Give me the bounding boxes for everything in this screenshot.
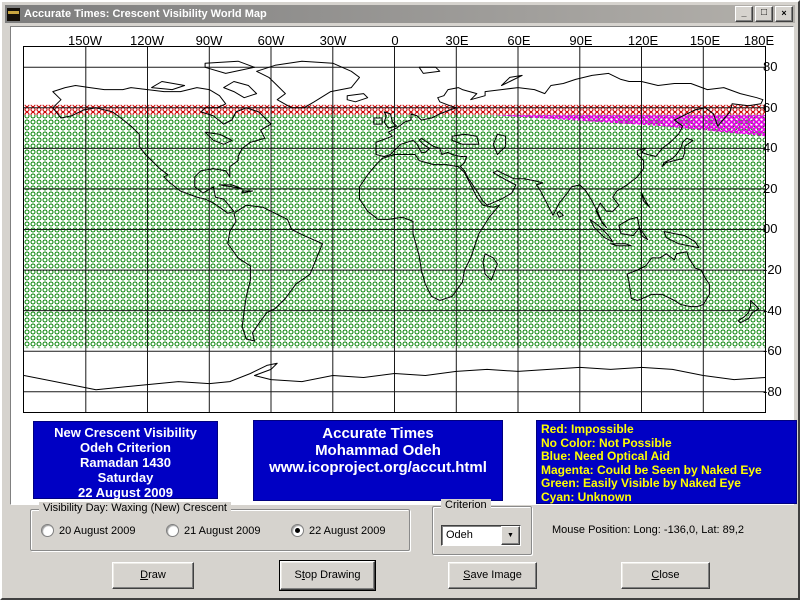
lon-label: 120E [627,33,659,48]
stop-drawing-button[interactable]: Stop Drawing [279,560,376,591]
lon-label: 30E [445,33,469,48]
lon-label: 150W [68,33,102,48]
lon-label: 180E [743,33,775,48]
info-line: New Crescent Visibility [54,425,197,440]
lon-label: 60W [257,33,285,48]
legend-line: Cyan: Unknown [541,489,632,504]
lon-label: 150E [689,33,721,48]
lon-label: 30W [319,33,347,48]
lat-label: 80 [763,59,778,74]
radio-circle[interactable] [291,524,304,537]
crescent-info-box: New Crescent Visibility Odeh Criterion R… [33,421,218,500]
criterion-dropdown[interactable]: Odeh ▼ [441,525,521,546]
button-text: S [294,569,302,581]
lat-label: 00 [763,221,778,236]
criterion-selected-value: Odeh [446,529,473,541]
world-map-svg[interactable] [24,47,765,412]
window-title: Accurate Times: Crescent Visibility Worl… [24,8,267,20]
close-button[interactable]: Close [621,562,710,589]
save-image-button[interactable]: Save Image [448,562,537,589]
button-accel: D [140,569,149,581]
info-line: Ramadan 1430 [79,455,172,470]
mouse-position-readout: Mouse Position: Long: -136,0, Lat: 89,2 [552,524,745,536]
radio-label: 22 August 2009 [309,524,386,537]
radio-label: 20 August 2009 [59,524,136,537]
content-panel: 150W 120W 90W 60W 30W 0 30E 60E 90E 120E… [10,26,797,505]
radio-option-22-august[interactable]: 22 August 2009 [291,524,385,537]
info-line: Saturday [97,470,154,485]
lat-label: -80 [763,384,782,399]
app-credit-box: Accurate Times Mohammad Odeh www.icoproj… [253,420,503,501]
radio-option-20-august[interactable]: 20 August 2009 [41,524,135,537]
info-line: Odeh Criterion [79,440,171,455]
chevron-down-icon[interactable]: ▼ [501,526,520,545]
lat-label: 20 [763,181,778,196]
button-accel: S [463,569,471,581]
credit-line: Accurate Times [322,425,434,442]
maximize-button[interactable]: □ [755,6,773,22]
coastlines [24,60,765,391]
radio-dot-2 [295,528,300,533]
info-line: 22 August 2009 [78,485,173,500]
world-map[interactable] [23,46,766,413]
app-icon [7,7,20,21]
lon-label: 0 [391,33,399,48]
zone-magenta [489,114,765,137]
lat-label: 40 [763,140,778,155]
draw-button[interactable]: Draw [112,562,194,589]
color-legend-box: Red: Impossible No Color: Not Possible B… [536,420,797,504]
map-grid [24,47,765,412]
lon-label: 120W [130,33,164,48]
criterion-group: Criterion Odeh ▼ [432,499,532,555]
criterion-group-label: Criterion [441,499,491,511]
button-text: lose [659,569,680,581]
button-text: op Drawing [304,569,361,581]
legend-line: Magenta: Could be Seen by Naked Eye [541,462,762,477]
credit-line: www.icoproject.org/accut.html [269,459,487,476]
minimize-button[interactable]: _ [735,6,753,22]
radio-circle[interactable] [166,524,179,537]
credit-line: Mohammad Odeh [315,442,441,459]
radio-label: 21 August 2009 [184,524,261,537]
legend-line: Red: Impossible [541,422,634,436]
window-controls: _ □ × [735,6,795,22]
legend-line: No Color: Not Possible [541,435,672,450]
lat-label: 60 [763,100,778,115]
lat-label: -20 [763,262,782,277]
lon-label: 90W [195,33,223,48]
legend-line: Green: Easily Visible by Naked Eye [541,476,741,490]
visibility-day-group: Visibility Day: Waxing (New) Crescent 20… [30,502,410,551]
visibility-day-group-label: Visibility Day: Waxing (New) Crescent [39,502,231,514]
button-accel: C [651,569,660,581]
button-accel: t [301,569,305,581]
lon-label: 90E [569,33,593,48]
close-window-button[interactable]: × [775,6,793,22]
button-text: ave Image [470,569,522,581]
lat-label: -60 [763,343,782,358]
title-bar[interactable]: Accurate Times: Crescent Visibility Worl… [5,5,795,23]
radio-circle[interactable] [41,524,54,537]
lat-label: -40 [763,303,782,318]
legend-line: Blue: Need Optical Aid [541,449,670,463]
lon-label: 60E [507,33,531,48]
radio-option-21-august[interactable]: 21 August 2009 [166,524,260,537]
button-text: raw [148,569,166,581]
